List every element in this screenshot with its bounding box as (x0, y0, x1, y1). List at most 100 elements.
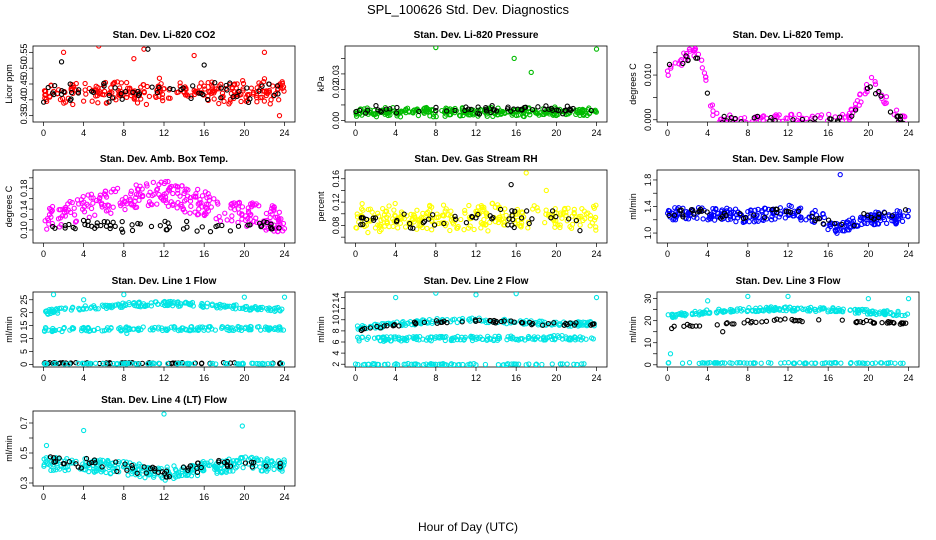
plot-frame (344, 291, 608, 368)
data-point (107, 471, 114, 477)
data-point (699, 65, 706, 71)
data-point (720, 329, 726, 335)
data-point (134, 186, 141, 192)
data-point (885, 360, 891, 366)
data-point (41, 327, 48, 334)
data-point (387, 112, 393, 118)
x-tick-label: 20 (239, 373, 249, 383)
data-point (249, 464, 256, 470)
data-point (571, 361, 577, 367)
data-point (665, 360, 672, 366)
data-point (438, 220, 444, 226)
y-tick-label: 0.16 (331, 170, 341, 188)
data-point (578, 361, 585, 367)
data-point (421, 218, 428, 224)
data-point (356, 338, 362, 344)
data-point (741, 360, 747, 366)
panel-3: Stan. Dev. Li-820 Temp. 0 4 8 12 16 20 24 0.000 0… (628, 30, 920, 138)
data-point (680, 60, 686, 67)
data-point (122, 461, 128, 467)
data-point (205, 208, 212, 214)
data-point (691, 214, 697, 220)
data-point (509, 336, 515, 342)
data-point (518, 106, 524, 113)
data-point (56, 326, 63, 333)
data-point (425, 109, 431, 115)
data-point (839, 317, 845, 323)
data-point (584, 322, 591, 329)
data-point (372, 361, 378, 367)
data-point (40, 99, 47, 105)
data-point (903, 121, 908, 122)
data-point (180, 226, 187, 232)
data-point (166, 302, 172, 308)
data-point (357, 110, 363, 116)
data-point (191, 52, 197, 59)
data-point (420, 220, 426, 226)
data-point (62, 467, 68, 474)
y-tick-label: 15 (19, 321, 29, 331)
x-tick-label: 8 (121, 492, 126, 502)
data-point (183, 300, 189, 306)
y-tick-label: 0.03 (331, 65, 341, 83)
data-point (829, 220, 835, 227)
data-point (433, 107, 439, 114)
data-point (119, 218, 125, 225)
data-point (443, 362, 449, 367)
data-point (265, 360, 271, 367)
data-point (264, 456, 270, 462)
data-point (522, 337, 528, 343)
data-point (56, 455, 62, 461)
data-point (103, 208, 110, 214)
data-point (114, 361, 120, 367)
data-point (50, 467, 57, 473)
data-point (369, 209, 375, 215)
data-point (788, 111, 794, 118)
data-point (73, 80, 79, 87)
data-point (842, 121, 846, 122)
data-point (795, 318, 801, 324)
data-point (131, 56, 137, 62)
data-point (279, 306, 285, 312)
data-point (497, 206, 504, 213)
data-point (867, 84, 873, 90)
data-point (76, 201, 82, 207)
data-point (156, 191, 162, 198)
x-tick-label: 16 (511, 373, 521, 383)
data-point (753, 319, 759, 325)
data-point (239, 77, 246, 84)
data-point (159, 327, 166, 334)
data-point (261, 76, 268, 82)
data-point (478, 318, 485, 324)
data-point (872, 91, 879, 97)
data-point (751, 115, 757, 121)
x-tick-label: 24 (592, 249, 602, 259)
data-point (155, 469, 161, 475)
data-point (213, 216, 219, 222)
data-point (112, 85, 118, 91)
data-point (392, 200, 398, 207)
data-point (391, 207, 397, 213)
data-point (442, 337, 448, 344)
data-point (214, 305, 220, 311)
data-point (123, 194, 129, 201)
panel-title: Stan. Dev. Li-820 CO2 (113, 30, 216, 41)
data-point (505, 104, 511, 110)
data-point (218, 95, 224, 101)
data-point (107, 225, 113, 232)
x-tick-label: 24 (592, 128, 602, 138)
data-point (96, 198, 102, 204)
data-point (205, 79, 211, 86)
data-point (820, 211, 826, 217)
data-point (266, 81, 272, 87)
data-point (703, 74, 709, 80)
data-point (56, 466, 63, 472)
data-point (567, 106, 573, 112)
data-point (537, 110, 543, 116)
data-point (224, 324, 231, 331)
data-point (84, 201, 90, 207)
data-point (841, 228, 848, 234)
data-point (409, 109, 416, 115)
data-point (161, 180, 167, 187)
data-point (905, 295, 912, 302)
